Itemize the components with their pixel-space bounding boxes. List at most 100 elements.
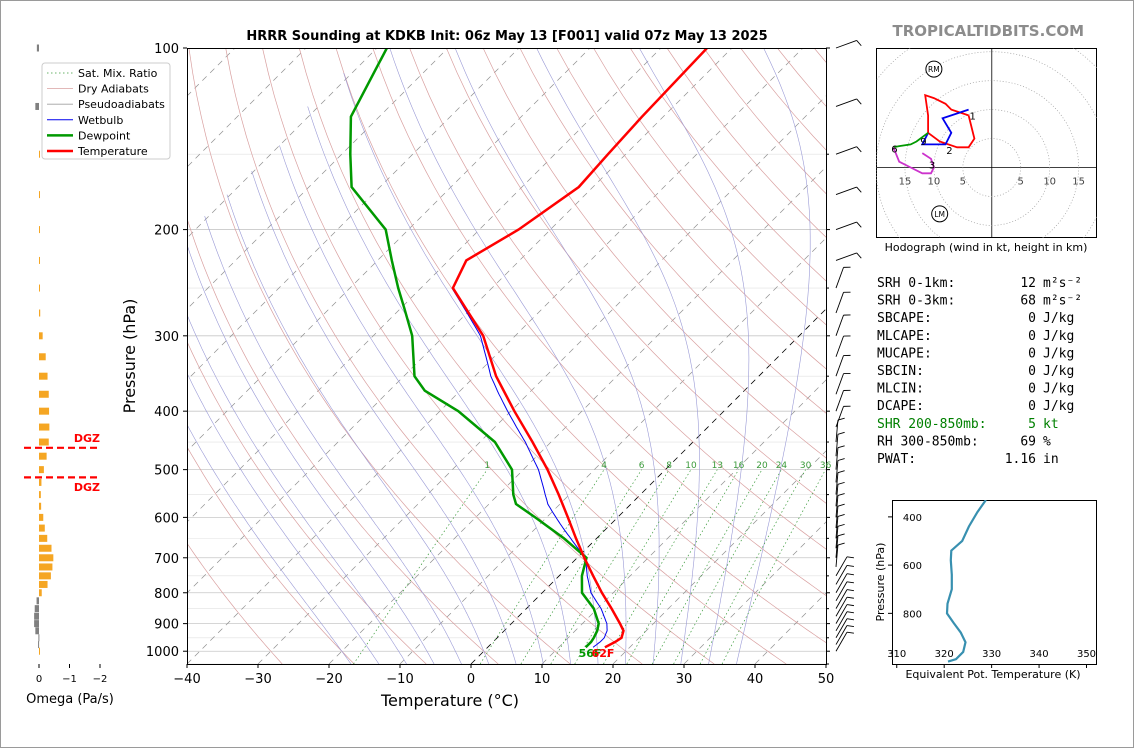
wind-barb-flag [846,573,854,576]
wind-barb-flag [846,564,854,567]
isotherm-line [612,450,826,664]
pseudoadiabat-line [343,72,599,664]
stat-label: DCAPE: [877,399,924,414]
wind-barb-flag [837,493,845,496]
dry-adiabat-line [262,48,715,664]
isotherm-line [187,48,804,664]
wind-barb-flag [837,470,845,474]
wind-barb-staff [835,618,848,639]
mixing-ratio-label: 6 [639,461,645,471]
wind-barb-staff [835,252,857,261]
wind-barb-staff [835,355,844,377]
stat-value: 5 [1028,417,1036,432]
wind-barb-staff [835,535,839,558]
omega-bar [39,256,40,264]
mixing-ratio-label: 10 [685,461,697,471]
wind-barb-flag [846,596,854,599]
wind-barb-flag [837,533,845,537]
stat-value: 0 [1028,382,1036,397]
stat-unit: J/kg [1043,364,1074,379]
mixing-ratio-label: 36 [820,461,832,471]
dry-adiabat-line [187,217,499,664]
omega-x-tick-label: −2 [93,674,108,685]
storm-motion-label: RM [928,65,940,74]
dry-adiabat-line [372,48,826,596]
dry-adiabat-line [556,48,826,370]
stat-unit: kt [1043,417,1059,432]
omega-bar [39,563,53,571]
x-tick-label: 40 [747,672,764,687]
isotherm-line [187,48,733,594]
omega-bar [38,634,40,642]
mixing-ratio-line [673,469,782,664]
stats-panel: SRH 0-1km: 12 m²s⁻² SRH 0-3km: 68 m²s⁻² SBCAPE… [877,276,1082,467]
skewt-panel: −40 −30 −20 −10 0 10 20 30 40 50 100 200 300 400 500 60… [41,40,862,710]
stat-unit: m²s⁻² [1043,294,1082,309]
omega-bar [39,372,48,380]
dry-adiabat-line [446,48,826,504]
stat-value: 0 [1028,311,1036,326]
wind-barb-flag [837,417,845,421]
hodograph-height-label: 9 [920,137,926,148]
omega-bar [34,612,39,620]
stat-unit: % [1043,434,1051,449]
pseudoadiabat-line [307,106,571,664]
x-tick-label: 10 [534,672,551,687]
omega-bar [39,647,40,655]
wind-barb-flag [856,98,862,105]
dry-adiabat-line [187,446,355,664]
stat-value: 69 [1020,434,1036,449]
stat-value: 0 [1028,329,1036,344]
y-tick-label: 900 [154,618,179,633]
omega-panel: 0 −1 −2 Omega (Pa/s) DGZ DGZ [24,44,114,707]
stat-value: 68 [1020,294,1036,309]
stat-label: SRH 0-1km: [877,276,955,291]
hodograph-ring-label: 15 [899,177,912,188]
wind-barb-staff [835,611,848,632]
isotherm-line [541,379,826,664]
x-tick-label: −20 [315,672,342,687]
stat-value: 1.16 [1005,452,1036,467]
isotherm-line [683,521,826,664]
pseudoadiabat-line [639,48,750,664]
dry-adiabat-line [187,340,427,664]
stat-unit: J/kg [1043,346,1074,361]
dgz-label-bottom: DGZ [74,481,100,494]
pseudoadiabat-line [187,313,407,664]
x-tick-label: 50 [818,672,835,687]
hodograph-segment [920,108,969,146]
wind-barb-flag [846,631,854,634]
omega-bar [39,466,44,474]
mixing-ratio-line [574,469,692,664]
omega-bar [35,627,39,635]
wind-barb-staff [835,604,848,624]
omega-bar [39,534,48,542]
mixing-ratio-line [651,469,763,664]
omega-bar [39,554,54,562]
omega-bar [39,478,42,486]
pseudoadiabat-line [187,372,380,664]
y-tick-label: 700 [154,552,179,567]
mixing-ratio-label: 16 [733,461,745,471]
wind-barb-flag [846,589,854,592]
wind-barb-flag [856,40,862,47]
theta-e-panel: 310 320 330 340 350 400 600 800 Equivalent Pot.… [874,500,1097,681]
omega-bar [39,491,41,499]
wind-barb-flag [856,186,862,193]
wind-barb-staff [835,581,848,602]
mixing-ratio-label: 20 [756,461,768,471]
wind-barb-flag [837,445,845,449]
wind-barb-staff [835,573,848,593]
isotherm-line [257,95,826,664]
mixing-ratio-line [699,469,806,664]
hodograph-ring-label: 5 [960,177,966,188]
dgz-label-top: DGZ [74,432,100,445]
stat-label: SHR 200-850mb: [877,417,987,432]
wind-barb-staff [835,631,848,652]
omega-bar [39,580,48,588]
surface-dewpoint-label: 56F [579,647,602,660]
stat-label: MUCAPE: [877,346,932,361]
wind-barb-flag [837,503,845,507]
skewt-legend: Sat. Mix. Ratio Dry Adiabats Pseudoadiabat… [41,62,171,160]
wind-barb-staff [835,526,839,549]
